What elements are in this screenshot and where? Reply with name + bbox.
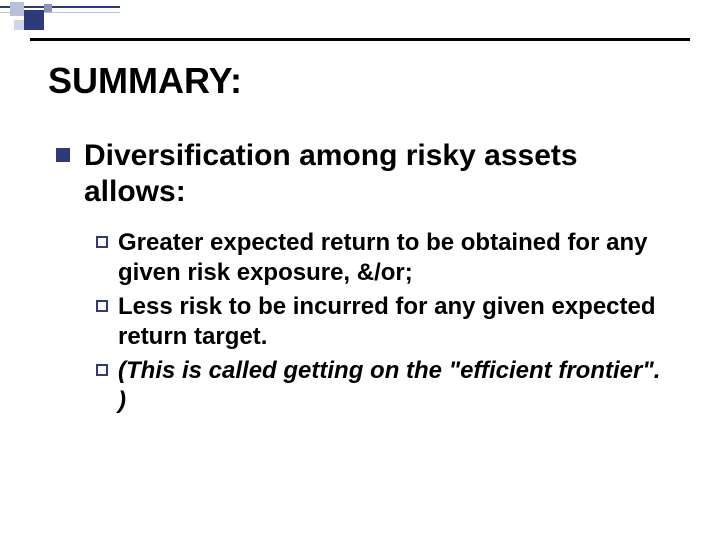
- horizontal-rule: [30, 38, 690, 41]
- hollow-square-bullet-icon: [96, 364, 108, 376]
- slide-content: SUMMARY: Diversification among risky ass…: [48, 60, 672, 420]
- bullet-level2-text: (This is called getting on the "efficien…: [118, 356, 672, 416]
- bullet-level2-group: Greater expected return to be obtained f…: [96, 228, 672, 416]
- bullet-level2: Less risk to be incurred for any given e…: [96, 292, 672, 352]
- hollow-square-bullet-icon: [96, 236, 108, 248]
- bullet-level2: (This is called getting on the "efficien…: [96, 356, 672, 416]
- corner-decoration: [0, 0, 120, 40]
- bullet-level2: Greater expected return to be obtained f…: [96, 228, 672, 288]
- square-bullet-icon: [56, 148, 70, 162]
- bullet-level1-text: Diversification among risky assets allow…: [84, 138, 672, 210]
- slide-title: SUMMARY:: [48, 60, 672, 102]
- bullet-level2-text: Less risk to be incurred for any given e…: [118, 292, 672, 352]
- bullet-level1: Diversification among risky assets allow…: [56, 138, 672, 210]
- bullet-level2-text: Greater expected return to be obtained f…: [118, 228, 672, 288]
- hollow-square-bullet-icon: [96, 300, 108, 312]
